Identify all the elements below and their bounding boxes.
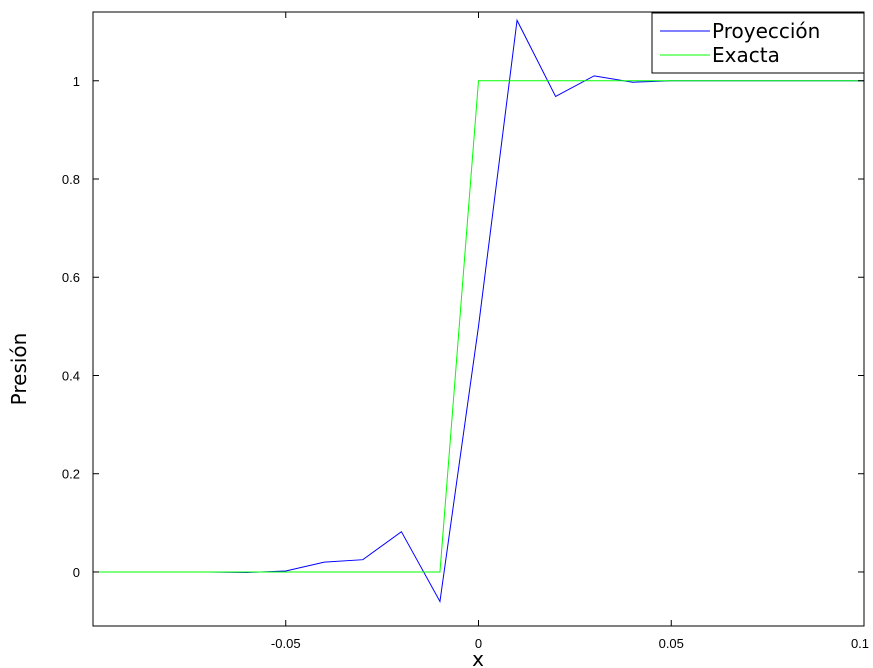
plot-frame bbox=[92, 11, 865, 627]
series-line-proyecci-n bbox=[93, 18, 864, 603]
legend: Proyección Exacta bbox=[651, 12, 865, 74]
x-tick-label: 0.1 bbox=[851, 636, 869, 651]
x-tick-label: 0.05 bbox=[659, 636, 684, 651]
y-tick-label: 0.2 bbox=[62, 467, 80, 482]
y-axis-title: Presión bbox=[7, 333, 31, 406]
y-tick-label: 0.4 bbox=[62, 368, 80, 383]
y-tick-label: 1 bbox=[73, 74, 80, 89]
x-tick-label: -0.05 bbox=[271, 636, 301, 651]
legend-label-exacta: Exacta bbox=[712, 43, 780, 67]
x-tick-label: 0 bbox=[475, 636, 482, 651]
legend-label-proyeccion: Proyección bbox=[712, 19, 820, 43]
y-tick-label: 0 bbox=[73, 565, 80, 580]
series-line-exacta bbox=[93, 80, 864, 573]
y-tick-label: 0.6 bbox=[62, 270, 80, 285]
x-axis-title: x bbox=[472, 647, 484, 668]
legend-box bbox=[651, 12, 865, 74]
y-tick-label: 0.8 bbox=[62, 172, 80, 187]
